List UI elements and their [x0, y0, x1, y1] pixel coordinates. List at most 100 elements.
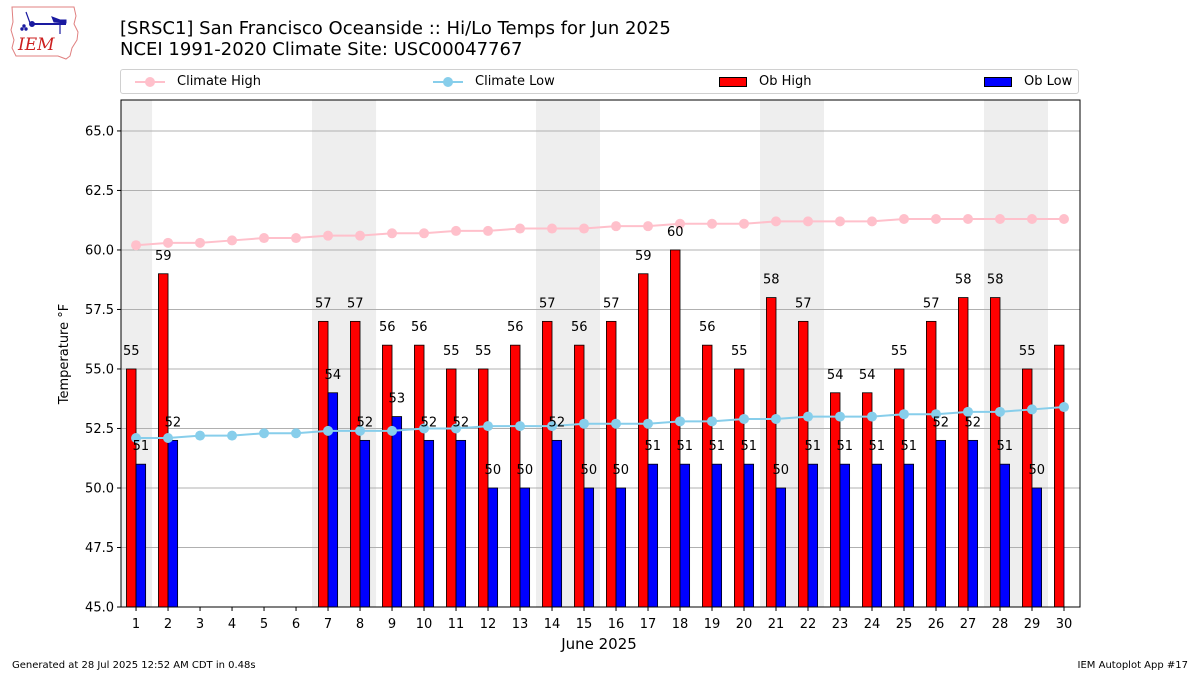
climate-high-point — [515, 223, 526, 234]
x-tick-label: 6 — [292, 617, 300, 632]
ob-low-bar — [519, 487, 531, 608]
ob-high-label: 55 — [123, 344, 140, 359]
ob-low-bar — [967, 439, 979, 608]
ob-high-bar — [702, 344, 713, 608]
climate-high-point — [643, 221, 654, 232]
climate-low-point — [323, 425, 334, 436]
ob-high-bar — [798, 320, 809, 608]
climate-low-point — [547, 421, 558, 432]
ob-low-bar — [455, 439, 467, 608]
climate-low-line — [136, 406, 1065, 439]
logo-text: IEM — [17, 35, 55, 55]
legend-item-ob-low: Ob Low — [984, 74, 1072, 90]
climate-high-point — [259, 233, 270, 244]
climate-low-point — [1027, 404, 1038, 415]
climate-high-line-icon — [135, 77, 165, 87]
climate-high-line — [135, 218, 1065, 247]
ob-low-bar — [807, 463, 819, 608]
chart-title: [SRSC1] San Francisco Oceanside :: Hi/Lo… — [120, 18, 671, 60]
ob-high-bar — [926, 320, 937, 608]
ob-high-swatch-icon — [719, 77, 747, 87]
climate-low-point — [515, 421, 526, 432]
ob-low-bar — [135, 463, 147, 608]
y-axis-label: Temperature °F — [57, 304, 72, 405]
climate-high-point — [739, 218, 750, 229]
climate-high-point — [931, 214, 942, 225]
ob-high-bar — [734, 368, 745, 608]
ob-low-bar — [615, 487, 627, 608]
weather-station-icon — [20, 11, 67, 34]
ob-high-bar — [1054, 344, 1065, 608]
ob-low-label: 51 — [901, 439, 918, 454]
climate-low-point — [867, 411, 878, 422]
climate-low-point — [803, 411, 814, 422]
ob-high-label: 55 — [475, 344, 492, 359]
ob-low-label: 51 — [997, 439, 1014, 454]
x-tick-label: 28 — [992, 617, 1009, 632]
ob-low-label: 50 — [485, 463, 502, 478]
gridlines — [121, 130, 1080, 608]
ob-low-bar — [999, 463, 1011, 608]
ob-low-bar — [775, 487, 787, 608]
climate-low-point — [611, 418, 622, 429]
ob-low-bar — [935, 439, 947, 608]
ob-low-bar — [839, 463, 851, 608]
ob-high-label: 57 — [539, 296, 556, 311]
legend-item-climate-low: Climate Low — [433, 74, 555, 90]
climate-low-point — [643, 418, 654, 429]
ob-low-bar — [743, 463, 755, 608]
ob-high-label: 57 — [923, 296, 940, 311]
climate-high-point — [547, 223, 558, 234]
ob-low-label: 54 — [325, 368, 342, 383]
ob-low-bar — [167, 439, 179, 608]
x-tick-label: 20 — [736, 617, 753, 632]
y-tick-label: 52.5 — [85, 422, 114, 437]
y-axis: 45.0 47.5 50.0 52.5 55.0 57.5 60.0 62.5 65.0 — [85, 124, 121, 616]
ob-high-label: 60 — [667, 225, 684, 240]
y-tick-label: 55.0 — [85, 362, 114, 377]
climate-high-point — [355, 230, 366, 241]
ob-high-label: 57 — [315, 296, 332, 311]
climate-low-point — [131, 433, 142, 443]
ob-high-bar — [830, 392, 841, 608]
climate-low-point — [995, 406, 1006, 417]
climate-high-point — [803, 216, 814, 227]
ob-low-bar — [903, 463, 915, 608]
ob-high-bar — [542, 320, 553, 608]
ob-high-label: 55 — [891, 344, 908, 359]
x-tick-label: 3 — [196, 617, 204, 632]
climate-high-point — [1059, 214, 1070, 225]
legend: Climate High Climate Low Ob High Ob Low — [120, 69, 1079, 94]
ob-high-bar — [766, 297, 777, 608]
ob-high-bar — [446, 368, 457, 608]
legend-label: Climate High — [177, 74, 262, 89]
climate-low-point — [963, 406, 974, 417]
iem-logo: IEM — [10, 6, 79, 60]
climate-high-point — [835, 216, 846, 227]
ob-high-bar — [478, 368, 489, 608]
x-tick-label: 10 — [416, 617, 433, 632]
climate-high-point — [867, 216, 878, 227]
ob-high-label: 57 — [603, 296, 620, 311]
ob-high-bar — [382, 344, 393, 608]
climate-high-point — [1027, 214, 1038, 225]
climate-high-point — [195, 237, 206, 248]
legend-label: Climate Low — [475, 74, 555, 89]
climate-high-point — [323, 230, 334, 241]
y-tick-label: 62.5 — [85, 184, 114, 199]
ob-high-label: 56 — [379, 320, 396, 335]
ob-low-label: 52 — [165, 415, 182, 430]
climate-low-point — [291, 428, 302, 439]
ob-high-label: 56 — [571, 320, 588, 335]
ob-high-label: 57 — [795, 296, 812, 311]
ob-high-bar — [126, 368, 137, 608]
climate-low-point — [387, 425, 398, 436]
climate-low-point — [835, 411, 846, 422]
bar-labels: 55 51 59 52 57 54 57 52 56 53 56 52 55 52 55 50 56 50 57 52… — [123, 225, 1045, 478]
y-tick-label: 60.0 — [85, 243, 114, 258]
x-tick-label: 7 — [324, 617, 332, 632]
x-tick-label: 19 — [704, 617, 721, 632]
ob-high-label: 58 — [955, 273, 972, 288]
x-tick-label: 16 — [608, 617, 625, 632]
climate-low-point — [419, 423, 430, 434]
